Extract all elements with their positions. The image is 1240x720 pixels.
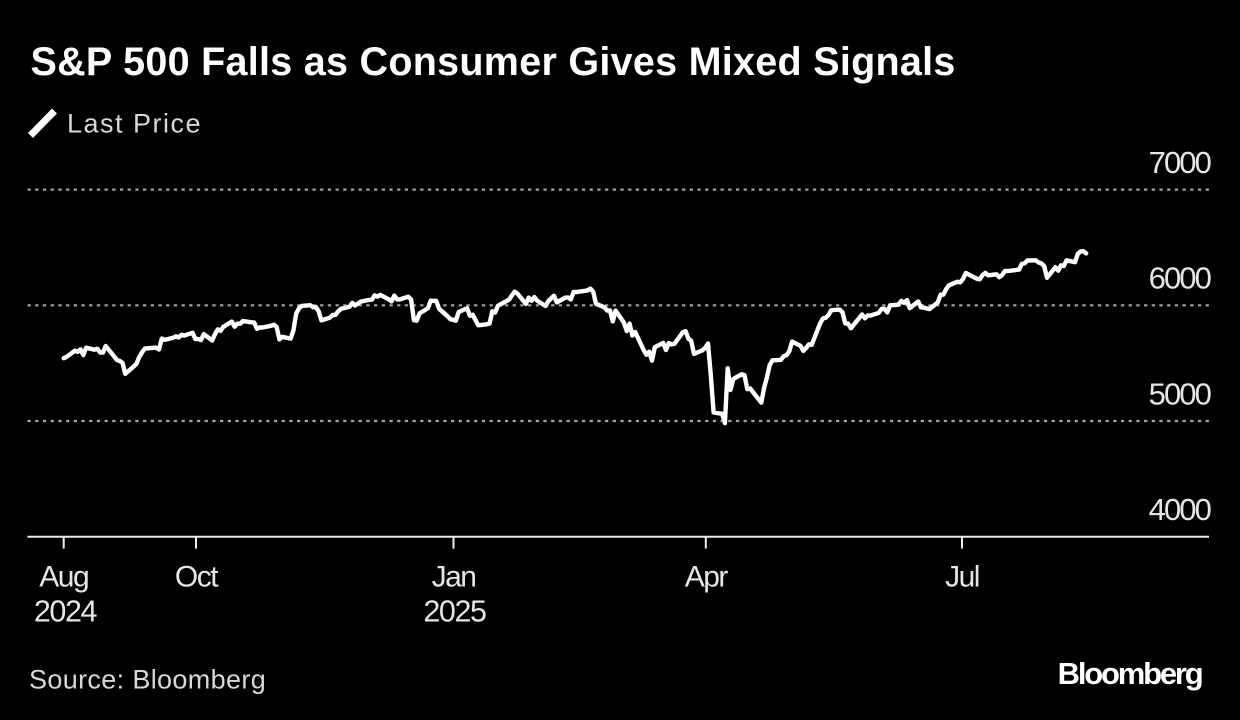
svg-text:Oct: Oct — [175, 561, 219, 594]
svg-text:5000: 5000 — [1149, 376, 1212, 411]
svg-text:4000: 4000 — [1149, 492, 1212, 527]
svg-text:Source: Bloomberg: Source: Bloomberg — [29, 665, 266, 695]
svg-text:Last Price: Last Price — [67, 109, 202, 139]
svg-text:Aug: Aug — [39, 561, 88, 594]
svg-text:7000: 7000 — [1149, 145, 1212, 180]
svg-text:Bloomberg: Bloomberg — [1058, 656, 1202, 691]
svg-text:Jan: Jan — [432, 561, 476, 594]
svg-text:2024: 2024 — [34, 595, 98, 629]
svg-text:S&P 500 Falls as Consumer Give: S&P 500 Falls as Consumer Gives Mixed Si… — [31, 40, 956, 84]
svg-text:6000: 6000 — [1149, 261, 1212, 296]
svg-text:Apr: Apr — [685, 561, 729, 594]
svg-text:2025: 2025 — [423, 595, 486, 629]
svg-text:Jul: Jul — [945, 561, 979, 594]
